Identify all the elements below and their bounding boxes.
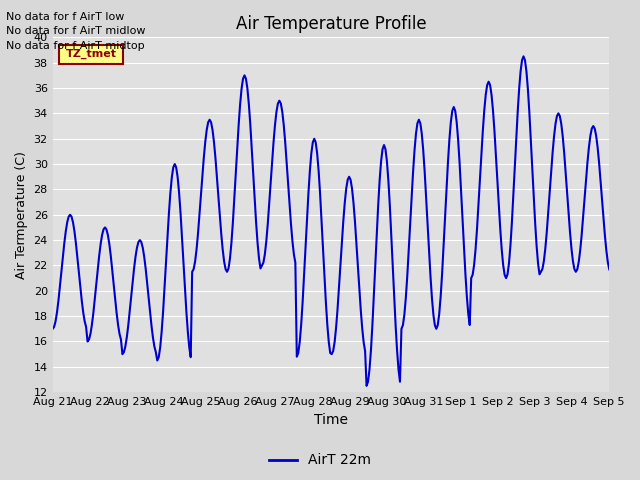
Y-axis label: Air Termperature (C): Air Termperature (C): [15, 151, 28, 279]
Text: No data for f AirT low: No data for f AirT low: [6, 12, 125, 22]
Title: Air Temperature Profile: Air Temperature Profile: [236, 15, 426, 33]
Text: TZ_tmet: TZ_tmet: [65, 49, 116, 59]
Text: No data for f AirT midtop: No data for f AirT midtop: [6, 41, 145, 51]
Text: No data for f AirT midlow: No data for f AirT midlow: [6, 26, 146, 36]
X-axis label: Time: Time: [314, 413, 348, 427]
Legend: AirT 22m: AirT 22m: [264, 448, 376, 473]
